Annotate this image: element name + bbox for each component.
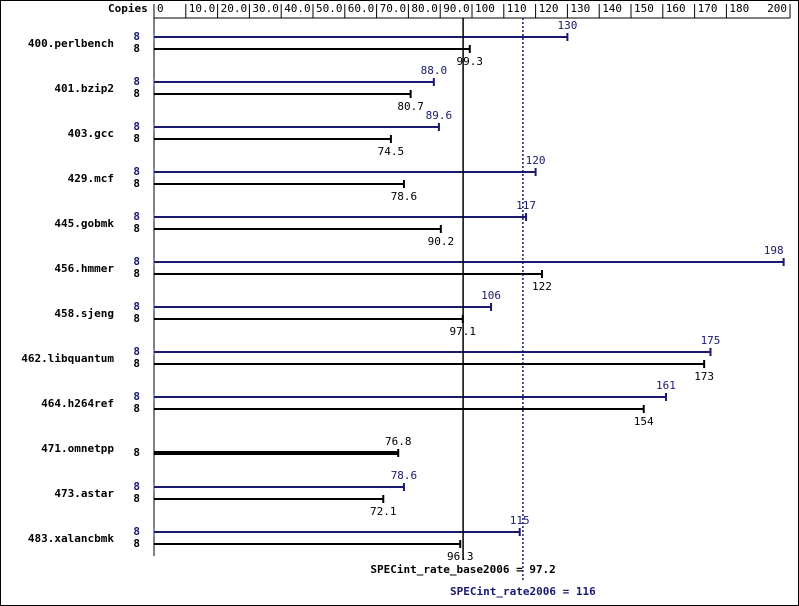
x-tick-label: 200	[767, 2, 787, 15]
value-label: 154	[634, 415, 654, 428]
copies-label: 8	[133, 357, 140, 370]
value-label: 99.3	[457, 55, 484, 68]
value-label: 76.8	[385, 435, 412, 448]
benchmark-name: 403.gcc	[68, 127, 114, 140]
benchmark-name: 483.xalancbmk	[28, 532, 114, 545]
x-tick-label: 150	[634, 2, 654, 15]
x-tick-label: 180	[729, 2, 749, 15]
copies-label: 8	[133, 177, 140, 190]
x-tick-label: 120	[539, 2, 559, 15]
copies-label: 8	[133, 300, 140, 313]
copies-label: 8	[133, 132, 140, 145]
copies-label: 8	[133, 42, 140, 55]
copies-label: 8	[133, 537, 140, 550]
value-label: 88.0	[421, 64, 448, 77]
x-tick-label: 60.0	[348, 2, 375, 15]
value-label: 122	[532, 280, 552, 293]
x-tick-label: 50.0	[316, 2, 343, 15]
value-label: 74.5	[378, 145, 405, 158]
x-tick-label: 70.0	[380, 2, 407, 15]
copies-label: 8	[133, 345, 140, 358]
value-label: 120	[526, 154, 546, 167]
x-tick-label: 10.0	[189, 2, 216, 15]
x-tick-label: 110	[507, 2, 527, 15]
copies-label: 8	[133, 492, 140, 505]
benchmark-name: 445.gobmk	[54, 217, 114, 230]
value-label: 89.6	[426, 109, 453, 122]
value-label: 173	[694, 370, 714, 383]
copies-label: 8	[133, 120, 140, 133]
copies-label: 8	[133, 402, 140, 415]
copies-label: 8	[133, 480, 140, 493]
value-label: 78.6	[391, 190, 418, 203]
copies-label: 8	[133, 75, 140, 88]
value-label: 117	[516, 199, 536, 212]
benchmark-name: 464.h264ref	[41, 397, 114, 410]
value-label: 175	[701, 334, 721, 347]
copies-label: 8	[133, 390, 140, 403]
x-tick-label: 130	[570, 2, 590, 15]
copies-label: 8	[133, 267, 140, 280]
copies-label: 8	[133, 87, 140, 100]
x-tick-label: 170	[698, 2, 718, 15]
x-tick-label: 40.0	[284, 2, 311, 15]
x-tick-label: 0	[157, 2, 164, 15]
copies-label: 8	[133, 30, 140, 43]
value-label: 80.7	[397, 100, 424, 113]
benchmark-name: 458.sjeng	[54, 307, 114, 320]
benchmark-name: 456.hmmer	[54, 262, 114, 275]
value-label: 72.1	[370, 505, 397, 518]
benchmark-name: 401.bzip2	[54, 82, 114, 95]
reference-label: SPECint_rate2006 = 116	[450, 585, 596, 598]
copies-label: 8	[133, 312, 140, 325]
copies-label: 8	[133, 165, 140, 178]
value-label: 90.2	[428, 235, 455, 248]
x-tick-label: 140	[602, 2, 622, 15]
x-tick-label: 90.0	[443, 2, 470, 15]
value-label: 130	[557, 19, 577, 32]
copies-label: 8	[133, 525, 140, 538]
value-label: 198	[764, 244, 784, 257]
value-label: 106	[481, 289, 501, 302]
value-label: 78.6	[391, 469, 418, 482]
x-tick-label: 80.0	[411, 2, 438, 15]
copies-label: 8	[133, 255, 140, 268]
copies-label: 8	[133, 446, 140, 459]
benchmark-name: 429.mcf	[68, 172, 114, 185]
x-tick-label: 30.0	[252, 2, 279, 15]
benchmark-name: 462.libquantum	[21, 352, 114, 365]
reference-label: SPECint_rate_base2006 = 97.2	[370, 563, 555, 576]
x-tick-label: 100	[475, 2, 495, 15]
axis-label: Copies	[108, 2, 148, 15]
value-label: 161	[656, 379, 676, 392]
value-label: 115	[510, 514, 530, 527]
benchmark-name: 400.perlbench	[28, 37, 114, 50]
benchmark-name: 473.astar	[54, 487, 114, 500]
x-tick-label: 20.0	[221, 2, 248, 15]
value-label: 96.3	[447, 550, 474, 563]
benchmark-name: 471.omnetpp	[41, 442, 114, 455]
copies-label: 8	[133, 222, 140, 235]
copies-label: 8	[133, 210, 140, 223]
x-tick-label: 160	[666, 2, 686, 15]
